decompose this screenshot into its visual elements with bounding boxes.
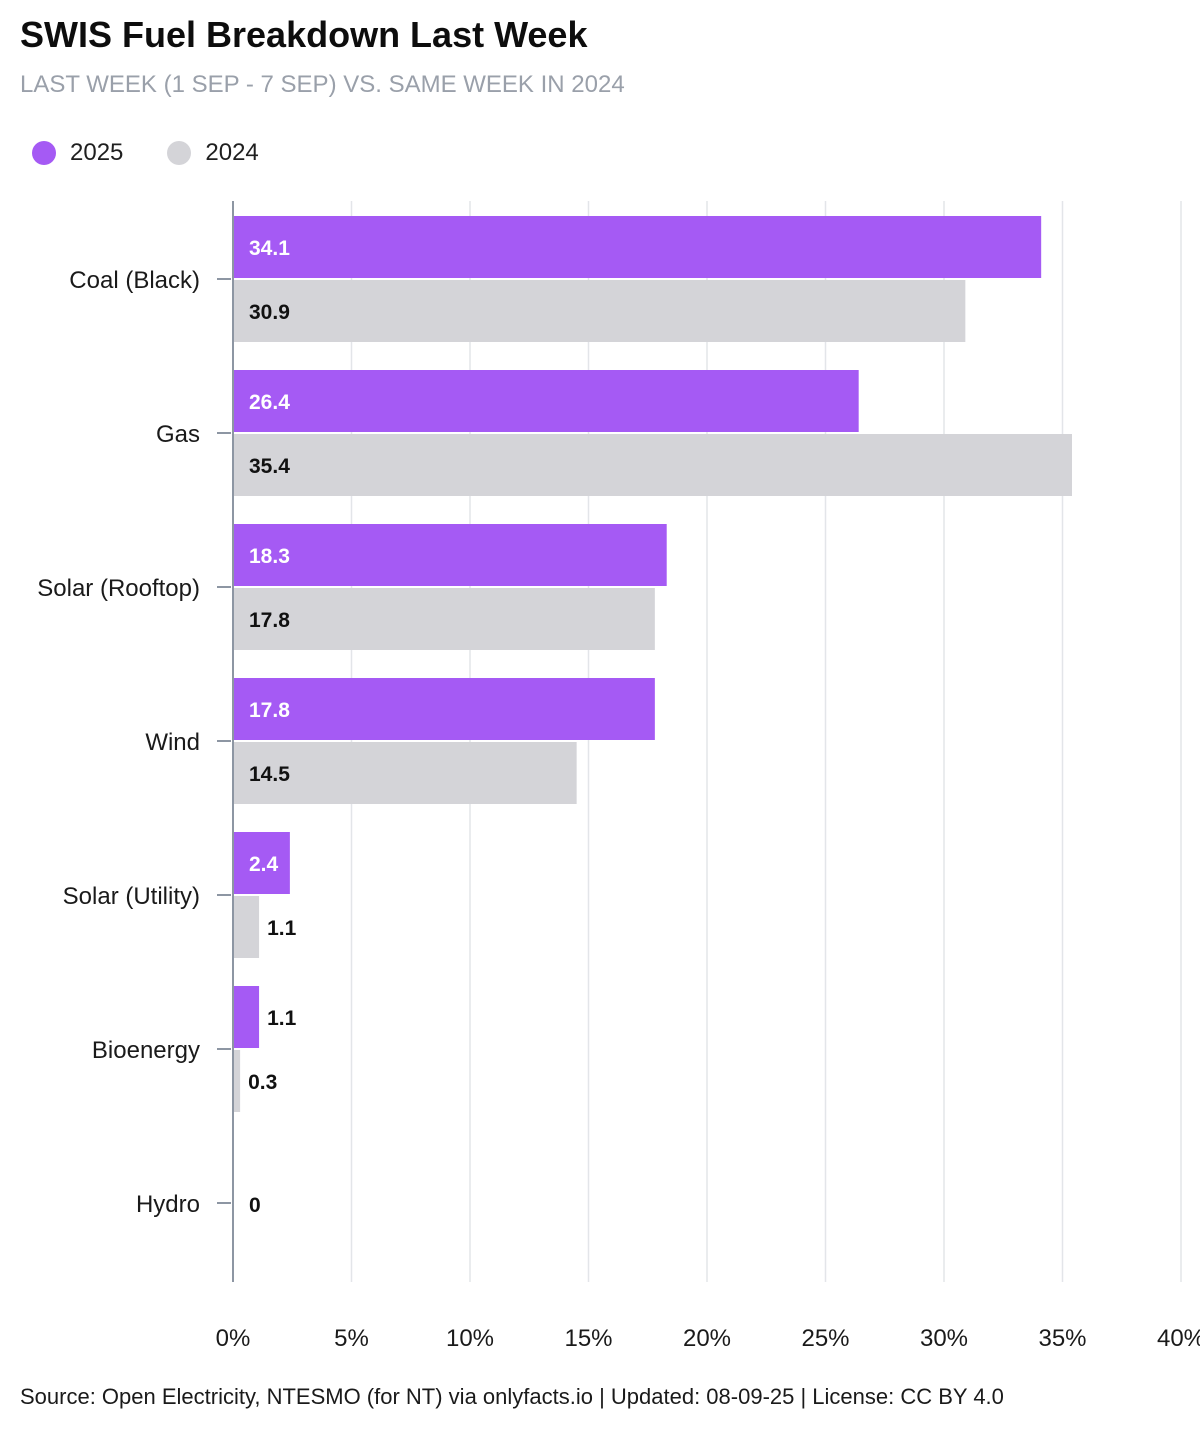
chart-subtitle: LAST WEEK (1 SEP - 7 SEP) VS. SAME WEEK … <box>20 71 625 98</box>
data-label-2025: 34.1 <box>249 237 290 260</box>
bar-2025 <box>234 370 859 432</box>
x-tick-label: 10% <box>446 1325 494 1352</box>
y-category-label: Wind <box>145 729 200 756</box>
legend-item-2024[interactable]: 2024 <box>167 139 259 167</box>
bar-2024 <box>234 280 966 342</box>
bar-2025 <box>234 216 1042 278</box>
y-category-label: Solar (Rooftop) <box>37 575 200 602</box>
data-label-2025: 1.1 <box>267 1007 297 1030</box>
y-category-label: Coal (Black) <box>69 267 200 294</box>
bar-2025 <box>234 678 655 740</box>
x-tick-label: 35% <box>1038 1325 1086 1352</box>
data-label-2025: 18.3 <box>249 545 290 568</box>
x-tick-label: 5% <box>334 1325 369 1352</box>
y-category-label: Gas <box>156 421 200 448</box>
bar-chart: 0% 5% 10% 15% 20% 25% 30% 35% 40% Coal (Black) 34.… <box>37 201 1200 1352</box>
bar-2024 <box>234 588 655 650</box>
y-category-label: Hydro <box>136 1191 200 1218</box>
y-category-label: Bioenergy <box>92 1037 200 1064</box>
bar-2025 <box>234 832 290 894</box>
bar-2024 <box>234 434 1072 496</box>
data-label-2024: 30.9 <box>249 301 290 324</box>
x-tick-label: 40% <box>1157 1325 1200 1352</box>
bar-2024 <box>234 896 260 958</box>
data-label-2025: 26.4 <box>249 391 290 414</box>
data-label-2024: 0.3 <box>248 1071 277 1094</box>
legend-label-2024: 2024 <box>205 139 259 166</box>
data-label-2024: 17.8 <box>249 609 290 632</box>
data-label-2024: 1.1 <box>267 917 297 940</box>
source-footer: Source: Open Electricity, NTESMO (for NT… <box>20 1384 1004 1409</box>
x-tick-label: 0% <box>216 1325 251 1352</box>
data-label-2024: 35.4 <box>249 455 290 478</box>
data-label-2025: 17.8 <box>249 699 290 722</box>
x-tick-label: 15% <box>564 1325 612 1352</box>
x-tick-label: 30% <box>920 1325 968 1352</box>
bar-2024 <box>234 742 577 804</box>
chart-title: SWIS Fuel Breakdown Last Week <box>20 14 588 55</box>
data-label-2025: 0 <box>249 1194 261 1217</box>
data-label-2024: 14.5 <box>249 763 290 786</box>
legend-label-2025: 2025 <box>70 139 124 166</box>
legend-item-2025[interactable]: 2025 <box>32 139 123 167</box>
legend: 2025 2024 <box>32 139 303 167</box>
bar-2025 <box>234 524 667 586</box>
legend-swatch-2024 <box>167 141 192 165</box>
y-category-label: Solar (Utility) <box>63 883 200 910</box>
x-tick-label: 20% <box>683 1325 731 1352</box>
data-label-2025: 2.4 <box>249 853 279 876</box>
x-tick-label: 25% <box>801 1325 849 1352</box>
bar-2025 <box>234 986 260 1048</box>
legend-swatch-2025 <box>32 141 56 165</box>
bar-2024 <box>234 1050 241 1112</box>
